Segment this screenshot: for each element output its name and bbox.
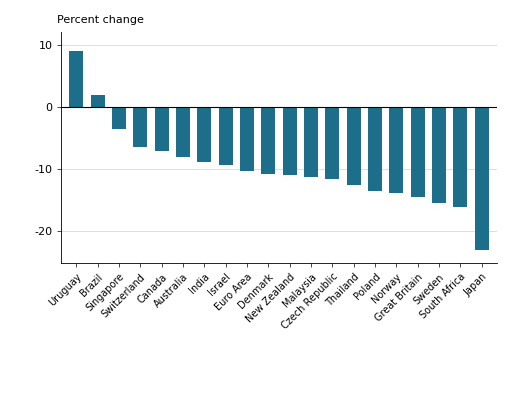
Text: Percent change: Percent change (57, 15, 144, 25)
Bar (262, 107, 275, 174)
Bar (326, 107, 339, 179)
Bar (155, 107, 168, 151)
Bar (198, 107, 211, 162)
Bar (134, 107, 147, 147)
Bar (112, 107, 126, 129)
Bar (176, 107, 190, 157)
Bar (70, 51, 83, 107)
Bar (432, 107, 446, 204)
Bar (91, 95, 104, 107)
Bar (454, 107, 467, 206)
Bar (219, 107, 232, 165)
Bar (240, 107, 254, 171)
Bar (390, 107, 403, 193)
Bar (411, 107, 424, 197)
Bar (283, 107, 296, 175)
Bar (304, 107, 318, 177)
Bar (475, 107, 488, 250)
Bar (347, 107, 360, 185)
Bar (368, 107, 382, 191)
